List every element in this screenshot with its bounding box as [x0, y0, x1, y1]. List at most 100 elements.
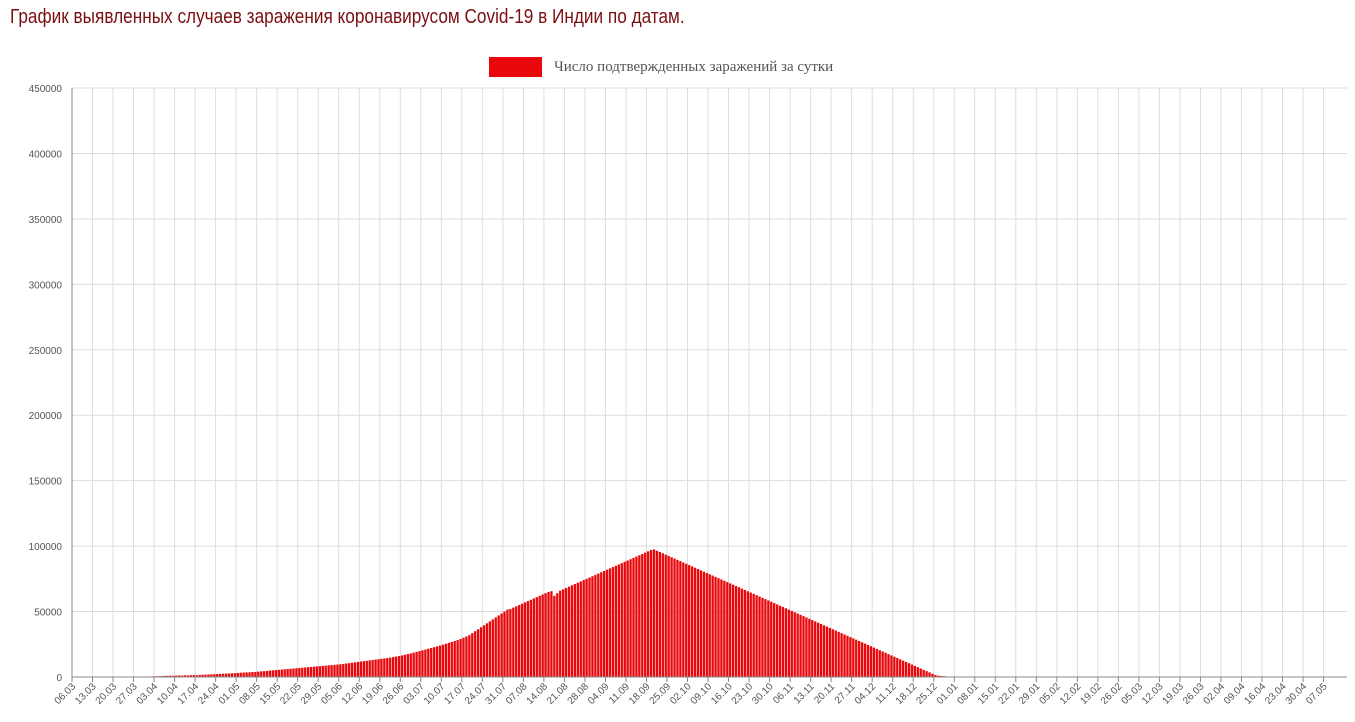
y-tick-label: 450000 [29, 84, 63, 95]
x-tick-label: 24.04 [196, 681, 222, 707]
bar [816, 622, 820, 677]
bar [277, 669, 281, 677]
bar [556, 593, 559, 677]
bar [869, 646, 873, 677]
bar [447, 642, 451, 677]
bar [664, 554, 667, 677]
bar [731, 584, 735, 677]
bar [752, 593, 755, 677]
bar [729, 583, 732, 677]
bar [878, 650, 881, 677]
bar [330, 665, 333, 677]
y-tick-label: 200000 [29, 411, 63, 422]
bar [348, 663, 351, 677]
x-tick-label: 20.03 [94, 681, 120, 707]
bar [327, 665, 330, 677]
bar [406, 654, 409, 677]
bar [257, 671, 260, 677]
bar [761, 597, 764, 677]
x-tick-label: 10.07 [422, 681, 448, 707]
bar [711, 575, 714, 677]
bar [183, 675, 187, 677]
bar [195, 675, 198, 677]
bar [570, 585, 574, 677]
bar [474, 631, 477, 677]
bar [535, 597, 538, 677]
bar [359, 661, 363, 677]
x-tick-label: 29.05 [299, 681, 325, 707]
bar [172, 675, 175, 677]
bar [356, 661, 360, 677]
x-tick-label: 01.01 [935, 681, 961, 707]
bar [591, 576, 594, 677]
y-tick-label: 100000 [29, 542, 63, 553]
bar [605, 569, 609, 677]
x-tick-label: 22.01 [996, 681, 1022, 707]
x-tick-label: 16.04 [1243, 681, 1269, 707]
bar [178, 675, 181, 677]
bar [342, 663, 345, 677]
y-tick-label: 400000 [29, 149, 63, 160]
x-tick-label: 31.07 [484, 681, 510, 707]
bar [822, 625, 826, 677]
bar [646, 551, 650, 677]
bar [433, 647, 436, 677]
x-tick-label: 10.04 [155, 681, 181, 707]
bar [509, 608, 512, 677]
bar [304, 667, 307, 677]
x-tick-label: 06.03 [53, 681, 79, 707]
x-tick-label: 07.05 [1304, 681, 1330, 707]
x-tick-label: 11.12 [874, 681, 899, 706]
bar [295, 668, 298, 677]
bar [652, 549, 656, 677]
bar [248, 672, 251, 677]
bar [872, 647, 876, 677]
x-tick-label: 05.02 [1037, 681, 1063, 707]
bar [934, 675, 937, 677]
bar [192, 675, 196, 677]
bar [849, 637, 852, 677]
bar [292, 668, 295, 677]
x-tick-label: 09.10 [689, 681, 715, 707]
bar [916, 667, 919, 677]
bar [462, 637, 465, 677]
bar [450, 641, 453, 677]
bar [852, 638, 855, 677]
bar [201, 674, 204, 677]
bar [670, 557, 673, 677]
bar [506, 609, 509, 677]
bar [204, 674, 207, 677]
legend[interactable]: Число подтвержденных заражений за сутки [489, 56, 833, 78]
bar [189, 675, 193, 677]
bar [427, 648, 430, 677]
x-tick-label: 11.09 [607, 681, 632, 706]
bar [658, 552, 662, 677]
bar [386, 658, 389, 677]
bar [365, 660, 368, 677]
bar [638, 555, 641, 677]
bar [740, 588, 744, 677]
bar [696, 569, 700, 677]
x-tick-label: 19.02 [1079, 681, 1105, 707]
bar [737, 587, 741, 677]
bar [825, 626, 829, 677]
bar [910, 664, 914, 677]
bar [268, 670, 272, 677]
x-tick-label: 12.03 [1140, 681, 1166, 707]
x-tick-label: 21.08 [545, 681, 571, 707]
bar [213, 674, 216, 677]
bar [306, 667, 310, 677]
bar [523, 602, 527, 677]
x-tick-label: 18.09 [627, 681, 653, 707]
bar [855, 639, 858, 677]
bar [770, 601, 773, 677]
bar [286, 669, 289, 677]
bar [904, 661, 908, 677]
x-tick-label: 25.12 [914, 681, 940, 707]
bar [840, 633, 843, 677]
bar [594, 574, 597, 677]
bar [893, 656, 896, 677]
x-tick-label: 15.05 [258, 681, 284, 707]
bar [260, 671, 263, 677]
